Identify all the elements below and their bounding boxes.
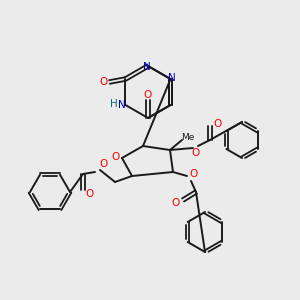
Text: O: O [189, 169, 197, 179]
Text: H: H [110, 99, 117, 109]
Text: O: O [144, 90, 152, 100]
Text: O: O [111, 152, 119, 162]
Text: O: O [99, 77, 108, 87]
Text: O: O [86, 189, 94, 199]
Text: N: N [143, 62, 151, 72]
Text: O: O [172, 198, 180, 208]
Text: Me: Me [181, 134, 195, 142]
Text: O: O [213, 119, 221, 129]
Text: N: N [168, 73, 176, 83]
Text: N: N [118, 100, 125, 110]
Text: O: O [100, 159, 108, 169]
Text: O: O [191, 148, 199, 158]
